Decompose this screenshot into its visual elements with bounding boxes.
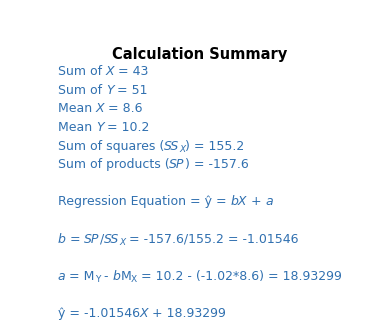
Text: + 18.93299: + 18.93299 (148, 307, 226, 320)
Text: +: + (247, 195, 265, 208)
Text: Sum of: Sum of (58, 84, 106, 97)
Text: b: b (58, 233, 65, 246)
Text: Mean: Mean (58, 121, 96, 134)
Text: Mean: Mean (58, 102, 96, 115)
Text: = 8.6: = 8.6 (104, 102, 143, 115)
Text: SP: SP (169, 158, 185, 171)
Text: = 43: = 43 (114, 65, 149, 78)
Text: X: X (131, 275, 137, 284)
Text: ŷ = -1.01546: ŷ = -1.01546 (58, 307, 140, 320)
Text: Y: Y (96, 121, 103, 134)
Text: = 51: = 51 (114, 84, 148, 97)
Text: =: = (65, 233, 84, 246)
Text: SS: SS (104, 233, 119, 246)
Text: a: a (58, 270, 65, 283)
Text: Regression Equation = ŷ =: Regression Equation = ŷ = (58, 195, 230, 208)
Text: a: a (265, 195, 273, 208)
Text: = 10.2 - (-1.02*8.6) = 18.93299: = 10.2 - (-1.02*8.6) = 18.93299 (137, 270, 342, 283)
Text: = 10.2: = 10.2 (103, 121, 150, 134)
Text: Y: Y (106, 84, 114, 97)
Text: X: X (179, 145, 185, 154)
Text: X: X (119, 238, 125, 247)
Text: /: / (100, 233, 104, 246)
Text: M: M (121, 270, 131, 283)
Text: = -157.6/155.2 = -1.01546: = -157.6/155.2 = -1.01546 (125, 233, 299, 246)
Text: Y: Y (95, 275, 100, 284)
Text: SP: SP (84, 233, 100, 246)
Text: Sum of: Sum of (58, 65, 106, 78)
Text: SS: SS (164, 139, 179, 153)
Text: Sum of squares (: Sum of squares ( (58, 139, 164, 153)
Text: bX: bX (230, 195, 247, 208)
Text: ) = -157.6: ) = -157.6 (185, 158, 249, 171)
Text: X: X (106, 65, 114, 78)
Text: Sum of products (: Sum of products ( (58, 158, 169, 171)
Text: = M: = M (65, 270, 95, 283)
Text: -: - (100, 270, 112, 283)
Text: b: b (112, 270, 121, 283)
Text: Calculation Summary: Calculation Summary (112, 47, 287, 62)
Text: ) = 155.2: ) = 155.2 (185, 139, 245, 153)
Text: X: X (140, 307, 148, 320)
Text: X: X (96, 102, 104, 115)
